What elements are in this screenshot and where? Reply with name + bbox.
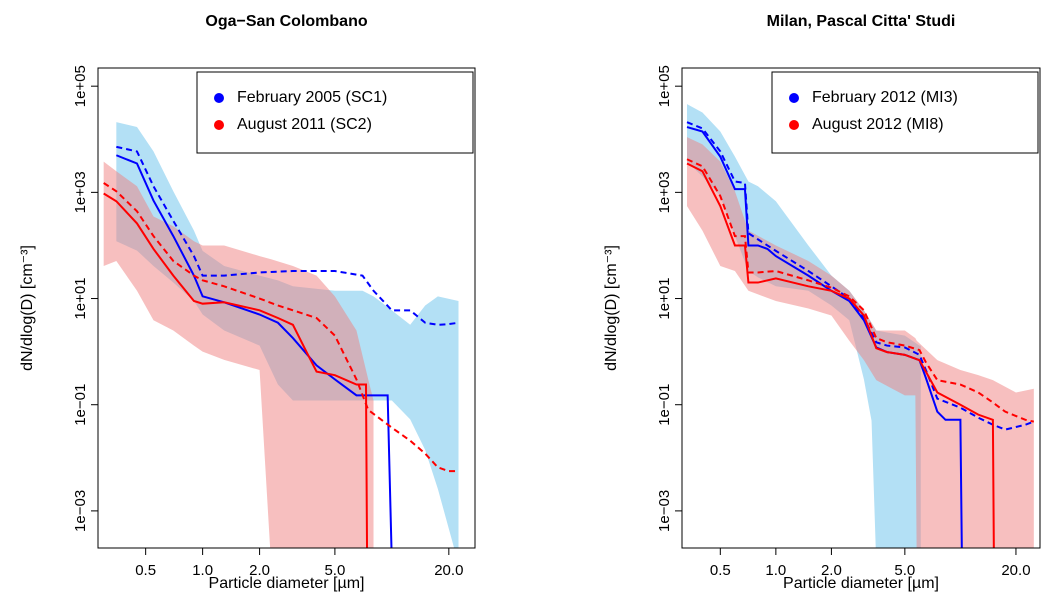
legend-text: August 2011 (SC2) xyxy=(237,116,372,133)
x-tick-label: 2.0 xyxy=(249,562,270,579)
y-tick-label: 1e+03 xyxy=(656,171,673,213)
plot-frame xyxy=(681,67,1041,549)
panel: 1e−03 1e−01 1e+01 1e+03 1e+05 0.5 1.0 2.0 5.0 20.… xyxy=(603,13,1041,592)
legend-box xyxy=(196,71,474,154)
legend: February 2012 (MI3) August 2012 (MI8) xyxy=(771,71,1039,154)
x-axis-label: Particle diameter [µm] xyxy=(783,575,939,592)
panel: 1e−03 1e−01 1e+01 1e+03 1e+05 0.5 1.0 2.0 5.0 20.… xyxy=(19,13,476,592)
y-tick-label: 1e−01 xyxy=(656,384,673,426)
y-axis-label: dN/dlog(D) [cm⁻³] xyxy=(603,245,620,371)
legend-text: February 2012 (MI3) xyxy=(812,89,958,106)
x-tick-label: 5.0 xyxy=(894,562,915,579)
legend-text: February 2005 (SC1) xyxy=(237,89,387,106)
plot-area xyxy=(103,122,459,548)
x-tick-label: 2.0 xyxy=(821,562,842,579)
x-tick-label: 20.0 xyxy=(1001,562,1030,579)
plot-area xyxy=(686,104,1035,548)
legend-box xyxy=(771,71,1039,154)
x-tick-label: 0.5 xyxy=(135,562,156,579)
x-axis-label: Particle diameter [µm] xyxy=(209,575,365,592)
dashed-line xyxy=(686,158,1035,423)
legend-marker xyxy=(789,93,799,103)
x-tick-label: 20.0 xyxy=(434,562,463,579)
legend-marker xyxy=(789,120,799,130)
legend-marker xyxy=(214,120,224,130)
range-band xyxy=(103,161,374,548)
y-tick-label: 1e−03 xyxy=(72,490,89,532)
y-tick-label: 1e+05 xyxy=(72,65,89,107)
y-tick-label: 1e−01 xyxy=(72,384,89,426)
x-tick-label: 1.0 xyxy=(192,562,213,579)
chart-title: Milan, Pascal Citta' Studi xyxy=(767,13,956,30)
plot-frame xyxy=(97,67,476,549)
dashed-line xyxy=(116,145,459,326)
y-tick-label: 1e−03 xyxy=(656,490,673,532)
y-tick-label: 1e+05 xyxy=(656,65,673,107)
legend: February 2005 (SC1) August 2011 (SC2) xyxy=(196,71,474,154)
solid-line xyxy=(686,126,963,548)
y-tick-label: 1e+03 xyxy=(72,171,89,213)
dashed-line xyxy=(686,121,1035,431)
range-band xyxy=(687,137,1034,548)
dashed-line xyxy=(103,182,459,473)
y-tick-label: 1e+01 xyxy=(72,277,89,319)
legend-text: August 2012 (MI8) xyxy=(812,116,944,133)
solid-line xyxy=(103,192,369,548)
x-tick-label: 0.5 xyxy=(710,562,731,579)
legend-marker xyxy=(214,93,224,103)
chart-title: Oga−San Colombano xyxy=(205,13,367,30)
x-tick-label: 5.0 xyxy=(324,562,345,579)
range-band xyxy=(687,104,921,548)
solid-line xyxy=(115,154,393,548)
x-tick-label: 1.0 xyxy=(765,562,786,579)
solid-line xyxy=(686,162,995,548)
y-tick-label: 1e+01 xyxy=(656,277,673,319)
y-axis-label: dN/dlog(D) [cm⁻³] xyxy=(19,245,36,371)
